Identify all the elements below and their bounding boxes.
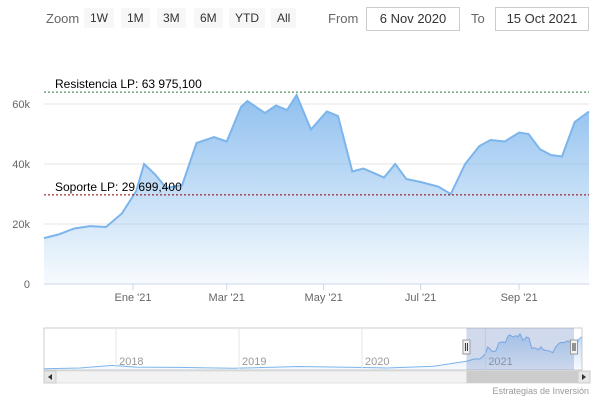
y-tick-label: 60k <box>12 99 30 111</box>
y-tick-label: 20k <box>12 219 30 231</box>
scrollbar-thumb[interactable] <box>466 371 578 383</box>
zoom-all-button[interactable]: All <box>271 8 297 28</box>
navigator-year-label: 2020 <box>365 356 389 368</box>
scrollbar-left-button[interactable] <box>43 370 57 384</box>
x-axis: Ene '21 Mar '21 May '21 Jul '21 Sep '21 <box>114 284 538 304</box>
y-tick-label: 40k <box>12 159 30 171</box>
zoom-label: Zoom <box>46 11 80 26</box>
navigator-line <box>43 332 583 370</box>
resistance-label: Resistencia LP: 63 975,100 <box>55 77 202 91</box>
credits-text: Estrategias de Inversión <box>492 386 589 396</box>
y-tick-label: 0 <box>24 279 30 291</box>
navigator-selected-range[interactable] <box>466 328 574 370</box>
support-label: Soporte LP: 29 699,400 <box>55 180 182 194</box>
navigator-year-label: 2021 <box>488 356 512 368</box>
series-line <box>43 92 590 240</box>
scrollbar-right-button[interactable] <box>577 370 591 384</box>
navigator-handle[interactable] <box>570 339 578 355</box>
x-tick-label: Ene '21 <box>114 292 151 304</box>
navigator-year-label: 2018 <box>119 356 143 368</box>
zoom-1w-button[interactable]: 1W <box>84 8 114 28</box>
navigator-handle[interactable] <box>462 339 471 355</box>
arrow-left-icon <box>48 374 52 380</box>
grid-lines <box>44 103 589 225</box>
zoom-3m-button[interactable]: 3M <box>157 8 186 28</box>
x-tick-label: Jul '21 <box>405 292 436 304</box>
x-tick-label: May '21 <box>305 292 343 304</box>
navigator-year-label: 2019 <box>242 356 266 368</box>
zoom-ytd-button[interactable]: YTD <box>229 8 265 28</box>
navigator-area <box>44 333 582 370</box>
navigator[interactable]: 2018 2019 2020 2021 <box>43 327 591 384</box>
x-tick-label: Sep '21 <box>501 292 538 304</box>
from-date-input[interactable]: 6 Nov 2020 <box>366 7 460 31</box>
scrollbar-track[interactable] <box>43 370 591 384</box>
to-date-input[interactable]: 15 Oct 2021 <box>495 7 589 31</box>
arrow-right-icon <box>582 374 586 380</box>
navigator-frame <box>43 327 583 371</box>
to-label: To <box>471 11 485 26</box>
range-selector-toolbar: Zoom 1W 1M 3M 6M YTD All From 6 Nov 2020… <box>0 0 603 36</box>
zoom-1m-button[interactable]: 1M <box>121 8 150 28</box>
x-tick-label: Mar '21 <box>209 292 245 304</box>
from-label: From <box>328 11 359 26</box>
zoom-6m-button[interactable]: 6M <box>194 8 223 28</box>
series-area <box>44 95 589 284</box>
y-axis: 0 20k 40k 60k <box>12 99 30 291</box>
